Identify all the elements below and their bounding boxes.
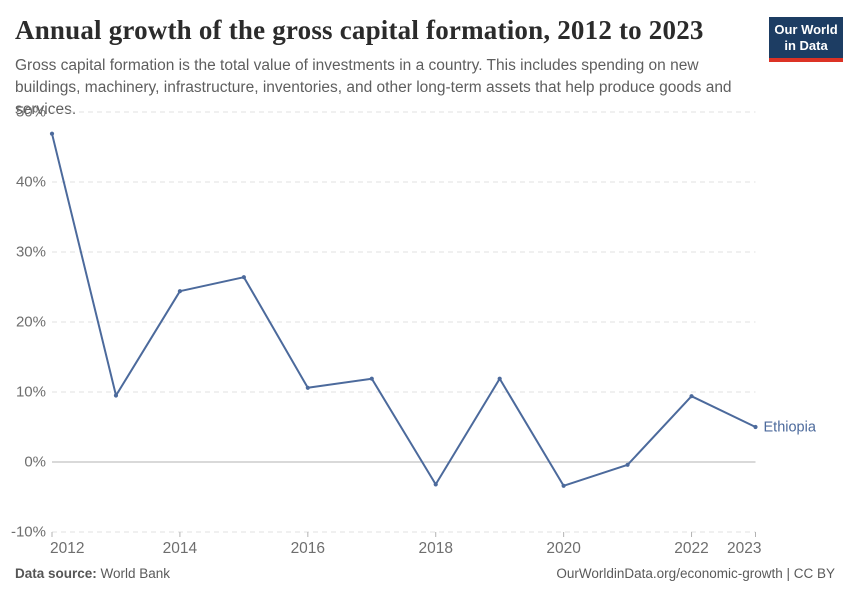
ethiopia-data-point[interactable]	[689, 394, 694, 399]
y-axis-label: 10%	[16, 384, 46, 401]
ethiopia-data-point[interactable]	[241, 275, 246, 280]
x-axis-label: 2023	[727, 540, 761, 557]
chart-header: Annual growth of the gross capital forma…	[15, 14, 760, 121]
ethiopia-line[interactable]	[51, 132, 757, 487]
chart-title: Annual growth of the gross capital forma…	[15, 15, 704, 45]
y-axis-label: 0%	[24, 454, 46, 471]
ethiopia-data-point[interactable]	[625, 462, 630, 467]
y-axis-label: 30%	[16, 244, 46, 261]
ethiopia-data-point[interactable]	[497, 376, 502, 381]
owid-logo-line1: Our World	[774, 22, 838, 37]
x-axis-label: 2012	[50, 540, 84, 557]
data-source: Data source: World Bank	[15, 566, 170, 581]
x-axis-label: 2014	[163, 540, 198, 557]
x-axis-label: 2018	[418, 540, 452, 557]
x-axis-label: 2022	[674, 540, 708, 557]
ethiopia-data-point[interactable]	[113, 393, 119, 398]
data-source-label: Data source:	[15, 566, 97, 581]
y-axis-label: 50%	[16, 104, 46, 121]
data-source-value: World Bank	[96, 566, 171, 581]
ethiopia-data-point[interactable]	[561, 483, 566, 488]
y-axis-label: 20%	[16, 314, 46, 331]
ethiopia-data-point[interactable]	[177, 289, 183, 294]
ethiopia-data-point[interactable]	[369, 376, 374, 381]
chart-subtitle: Gross capital formation is the total val…	[15, 57, 732, 119]
ethiopia-data-point[interactable]	[753, 424, 758, 430]
attribution-link[interactable]: OurWorldinData.org/economic-growth | CC …	[556, 566, 835, 581]
ethiopia-data-point[interactable]	[49, 131, 55, 136]
ethiopia-data-point[interactable]	[305, 385, 310, 390]
x-axis-label: 2020	[546, 540, 581, 557]
y-axis-label: -10%	[11, 524, 46, 541]
line-chart-svg[interactable]: 50% 40% 30% 20% 10% 0% -10%2012 2014 2016 2018 202…	[0, 95, 850, 565]
owid-logo[interactable]: Our World in Data	[769, 17, 843, 62]
y-axis-label: 40%	[16, 174, 46, 191]
chart-area[interactable]: 50% 40% 30% 20% 10% 0% -10% 2012 2014 2016 2018 202…	[0, 95, 850, 565]
series-end-label[interactable]: Ethiopia	[764, 420, 817, 436]
ethiopia-data-point[interactable]	[433, 482, 438, 487]
owid-logo-line2: in Data	[784, 37, 828, 53]
x-axis-label: 2016	[291, 540, 325, 557]
chart-footer: Data source: World Bank OurWorldinData.o…	[15, 566, 835, 581]
